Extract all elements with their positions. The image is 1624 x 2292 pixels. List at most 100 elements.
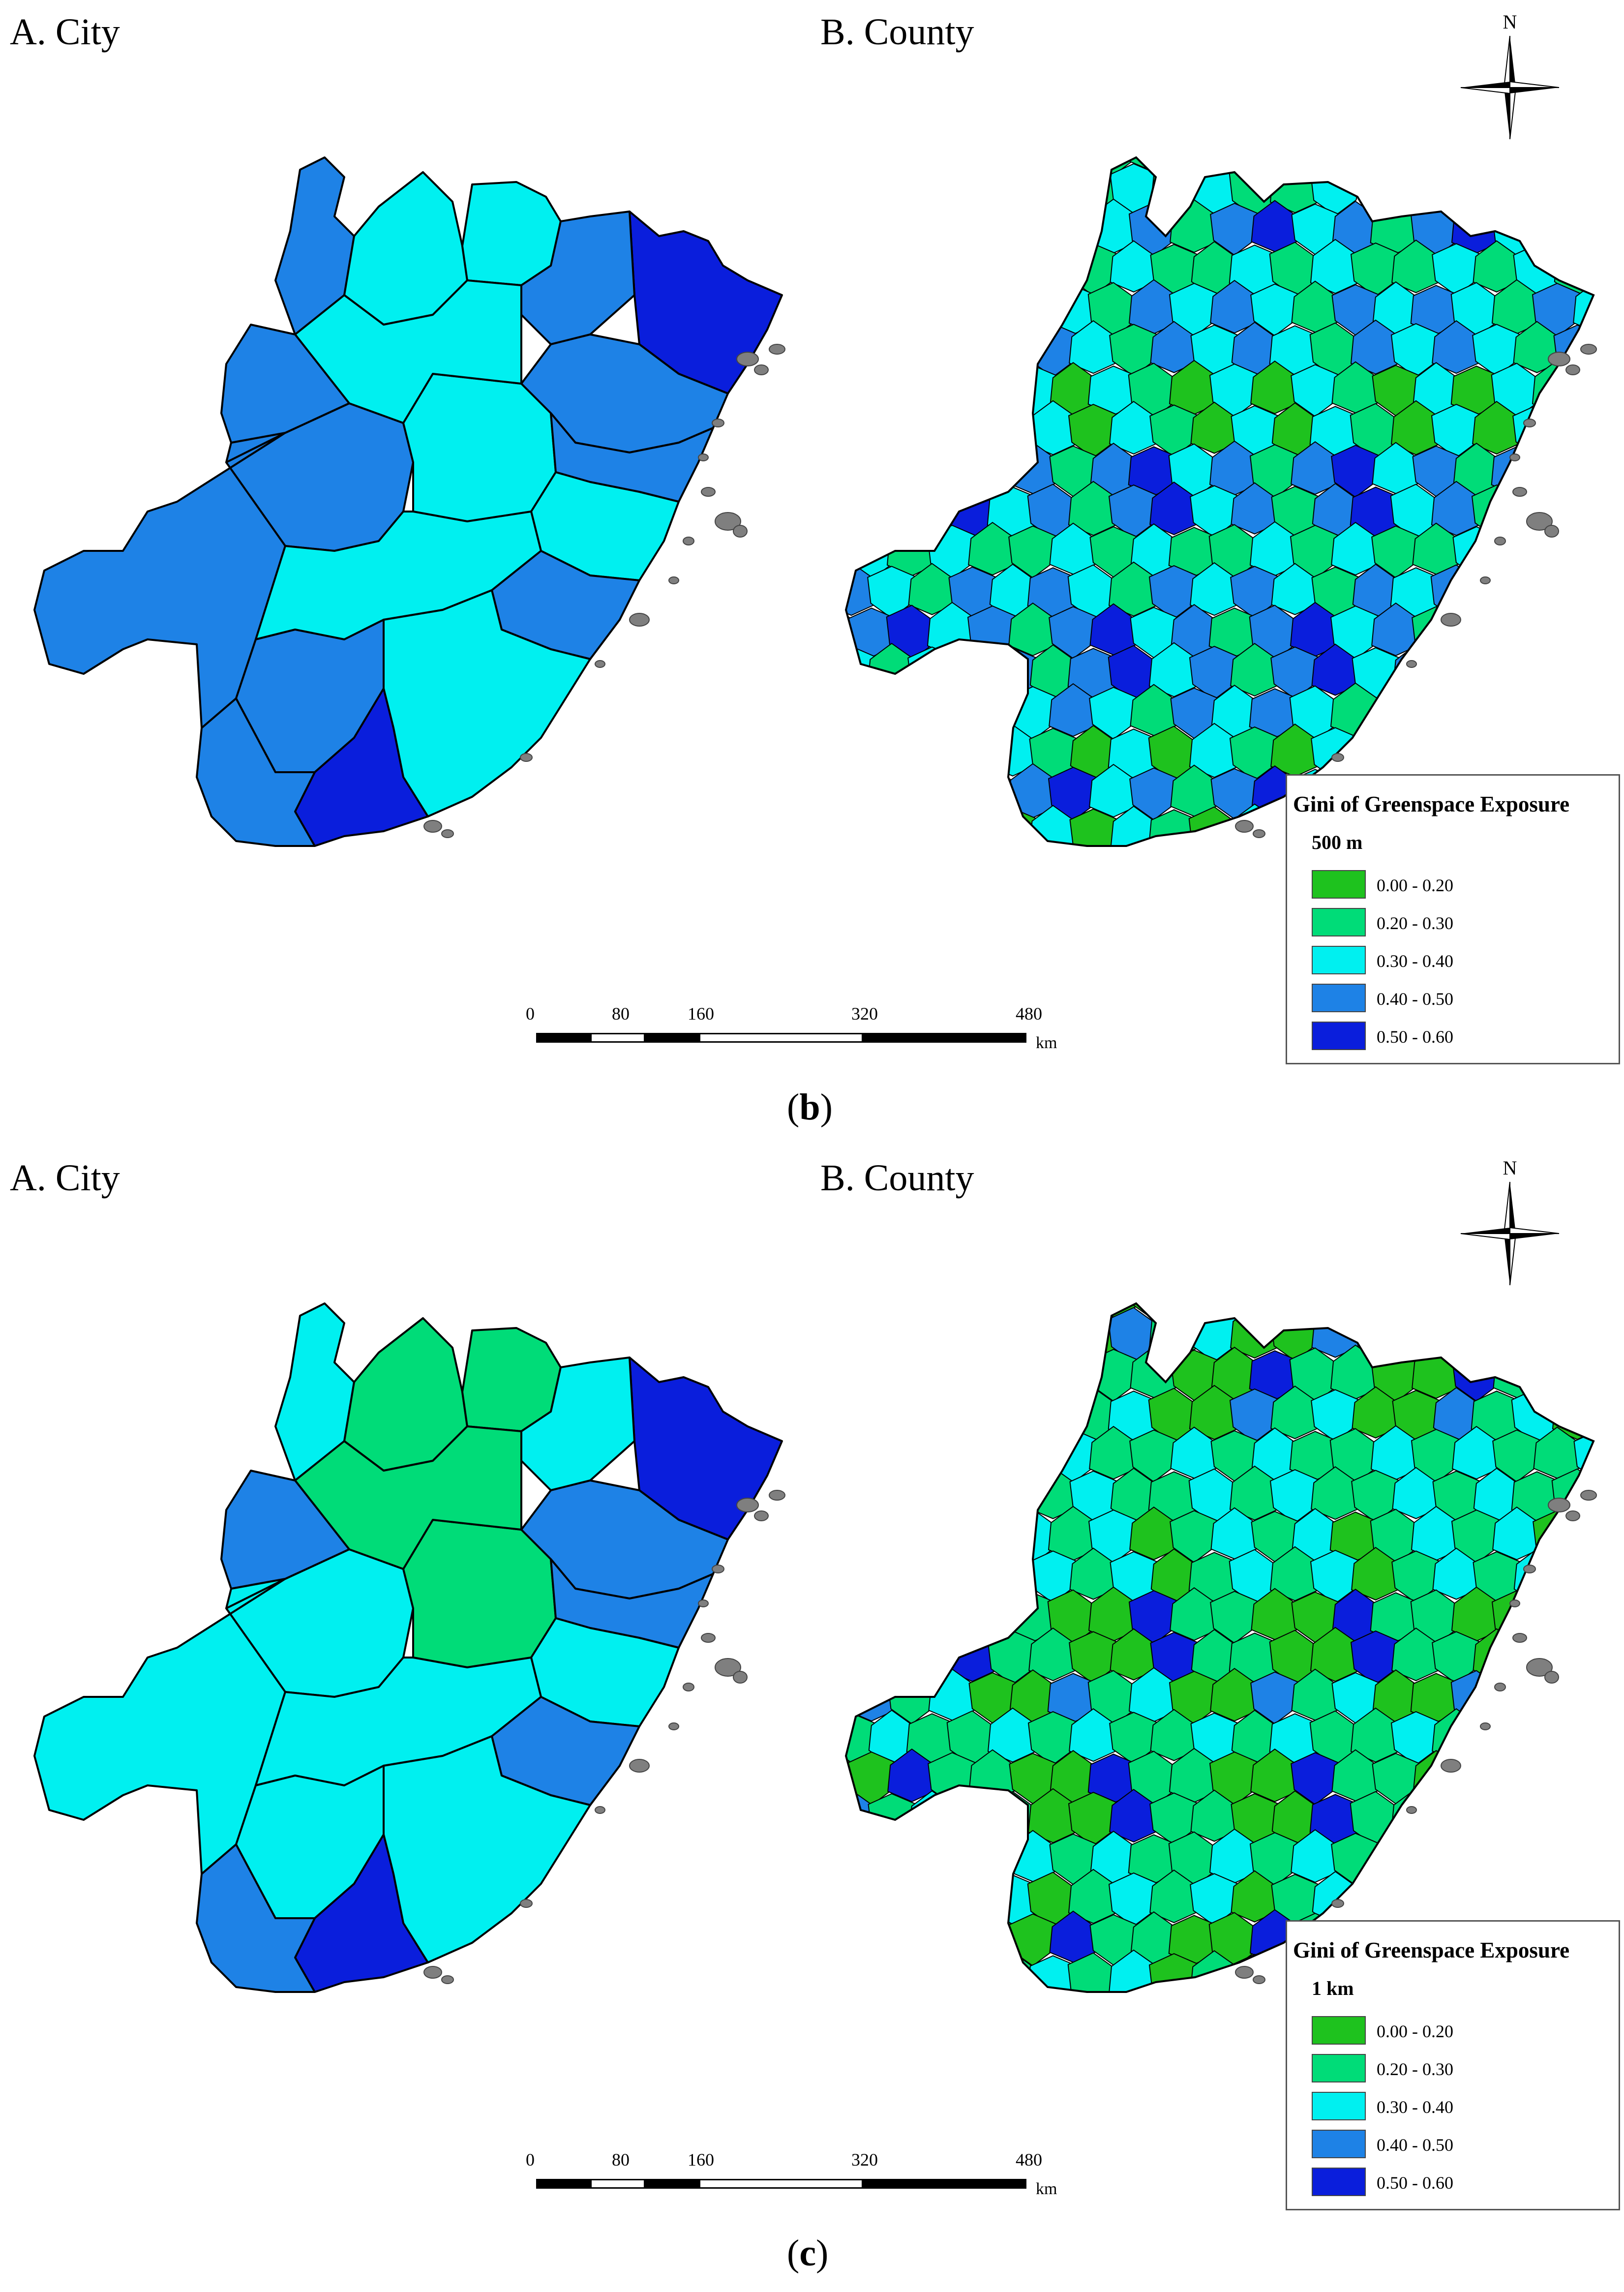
legend-item: 0.00 - 0.20	[1312, 870, 1607, 905]
county-region	[1129, 157, 1178, 173]
north-arrow-icon: N	[1460, 11, 1560, 140]
island	[701, 487, 716, 497]
scale-tick: 80	[612, 1004, 630, 1024]
island	[1441, 613, 1461, 627]
county-map	[844, 156, 1597, 847]
legend-subtitle: 1 km	[1312, 1977, 1354, 1999]
legend-swatch	[1312, 2016, 1366, 2045]
legend-swatch	[1312, 2130, 1366, 2158]
island	[595, 1806, 605, 1814]
island	[520, 753, 533, 762]
county-region	[907, 646, 958, 700]
city-region	[220, 1470, 350, 1590]
island	[712, 1565, 724, 1573]
county-region	[1450, 1670, 1499, 1726]
panel-c: A. City B. County N 0 80 160 320 480 km …	[0, 1146, 1624, 2292]
panel-b: A. City B. County N 0 80 160 320 480 km …	[10, 11, 1620, 1128]
island	[769, 344, 785, 355]
legend-item-label: 0.50 - 0.60	[1377, 2173, 1453, 2193]
legend-item: 0.20 - 0.30	[1312, 908, 1607, 942]
scale-bar: 0 80 160 320 480 km	[526, 1003, 1092, 1057]
island	[423, 820, 442, 833]
county-map	[844, 1302, 1597, 1993]
city-region	[220, 324, 350, 444]
city-map-label: A. City	[10, 11, 120, 53]
island	[668, 1722, 679, 1730]
legend-item: 0.50 - 0.60	[1312, 2168, 1607, 2202]
legend-swatch	[1312, 908, 1366, 936]
island	[1565, 1510, 1580, 1521]
legend-item-label: 0.50 - 0.60	[1377, 1027, 1453, 1047]
legend-item: 0.40 - 0.50	[1312, 984, 1607, 1018]
island	[441, 829, 454, 838]
county-map-label: B. County	[820, 1157, 974, 1199]
island	[1509, 453, 1520, 461]
island	[423, 1966, 442, 1979]
island	[441, 1975, 454, 1984]
legend-item-label: 0.40 - 0.50	[1377, 989, 1453, 1009]
island	[1253, 1975, 1265, 1984]
legend-item-label: 0.30 - 0.40	[1377, 951, 1453, 971]
county-region	[846, 646, 877, 700]
island	[1331, 753, 1344, 762]
city-region	[196, 697, 316, 847]
legend-swatch	[1312, 946, 1366, 974]
island	[1580, 344, 1597, 355]
legend-swatch	[1312, 2054, 1366, 2082]
legend-item-label: 0.20 - 0.30	[1377, 2059, 1453, 2079]
island	[1494, 537, 1506, 545]
county-region	[1493, 1346, 1540, 1398]
island	[1441, 1759, 1461, 1773]
island	[1548, 1498, 1570, 1512]
legend-title: Gini of Greenspace Exposure	[1293, 1938, 1570, 1962]
city-region	[196, 1843, 316, 1993]
county-region	[1573, 1430, 1594, 1482]
island	[1544, 525, 1559, 538]
island	[1544, 1671, 1559, 1684]
legend: Gini of Greenspace Exposure 500 m 0.00 -…	[1286, 774, 1620, 1064]
legend-item-label: 0.30 - 0.40	[1377, 2097, 1453, 2117]
county-region	[966, 766, 1015, 822]
province-border	[844, 1302, 1595, 1993]
county-region	[1512, 404, 1563, 458]
island	[715, 1658, 741, 1677]
legend-swatch	[1312, 870, 1366, 899]
legend-subtitle: 500 m	[1312, 831, 1363, 853]
legend-item-label: 0.40 - 0.50	[1377, 2135, 1453, 2155]
county-region	[988, 808, 1038, 846]
island	[520, 1899, 533, 1908]
island	[1406, 660, 1417, 668]
island	[1253, 829, 1265, 838]
island	[1580, 1490, 1597, 1501]
scale-tick: 480	[1016, 1004, 1042, 1024]
island	[1480, 1722, 1491, 1730]
legend-swatch	[1312, 2168, 1366, 2196]
legend-item-label: 0.00 - 0.20	[1377, 875, 1453, 895]
city-region	[33, 432, 286, 729]
legend-item: 0.00 - 0.20	[1312, 2016, 1607, 2051]
city-region	[33, 1578, 286, 1875]
island	[1512, 487, 1527, 497]
island	[715, 512, 741, 531]
island	[736, 1498, 759, 1512]
island	[1526, 512, 1553, 531]
scale-tick: 160	[688, 2150, 714, 2170]
island	[754, 364, 769, 375]
north-label: N	[1503, 1157, 1517, 1179]
island	[1509, 1599, 1520, 1607]
island	[629, 1759, 650, 1773]
county-map-label: B. County	[820, 11, 974, 53]
island	[1523, 419, 1536, 427]
legend-item: 0.20 - 0.30	[1312, 2054, 1607, 2088]
island	[733, 525, 748, 538]
legend-item: 0.40 - 0.50	[1312, 2130, 1607, 2164]
island	[1523, 1565, 1536, 1573]
legend-swatch	[1312, 984, 1366, 1012]
island	[1331, 1899, 1344, 1908]
scale-unit: km	[1036, 2180, 1057, 2198]
legend-item: 0.30 - 0.40	[1312, 2092, 1607, 2126]
scale-tick: 0	[526, 1004, 535, 1024]
island	[1565, 364, 1580, 375]
north-label: N	[1503, 11, 1517, 33]
island	[712, 419, 724, 427]
